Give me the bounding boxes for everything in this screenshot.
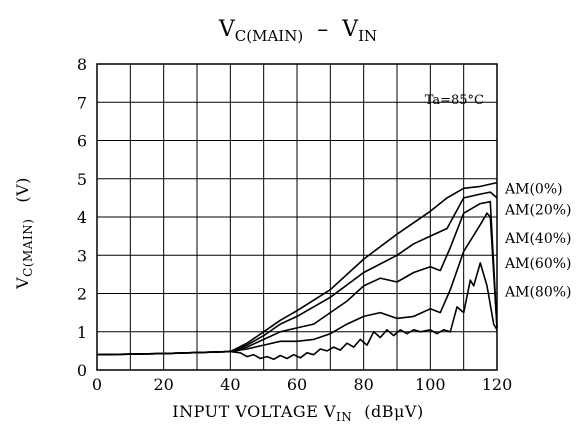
x-tick-label: 20 [153, 375, 173, 394]
y-tick-label: 0 [77, 361, 87, 380]
x-tick-label: 0 [92, 375, 102, 394]
y-axis-label-unit: (V) [13, 177, 32, 203]
x-axis-label: INPUT VOLTAGE VIN (dBμV) [172, 402, 423, 424]
series-line-4 [96, 262, 498, 361]
x-tick-labels: 0 20 40 60 80 100 120 [92, 375, 512, 394]
x-tick-label: 100 [415, 375, 446, 394]
x-axis-label-main: INPUT VOLTAGE V [172, 402, 336, 421]
series-lines [96, 181, 498, 361]
title-main-sub: C(MAIN) [235, 27, 303, 45]
title-second-sub: IN [358, 27, 377, 45]
grid [97, 64, 497, 370]
x-tick-label: 120 [482, 375, 513, 394]
x-axis-label-unit: (dBμV) [364, 402, 423, 421]
title-dash: – [317, 17, 328, 42]
series-line-3 [96, 212, 498, 356]
series-label-4: AM(80%) [504, 285, 572, 301]
y-tick-labels: 0 1 2 3 4 5 6 7 8 [77, 55, 87, 380]
x-tick-label: 80 [353, 375, 373, 394]
annotation-temperature: Ta=85°C [425, 93, 484, 108]
x-axis-label-sub: IN [336, 410, 352, 424]
title-main: V [218, 17, 236, 42]
y-tick-label: 6 [77, 132, 87, 151]
plot-frame [96, 63, 498, 371]
title-second: V [341, 17, 359, 42]
series-label-0: AM(0%) [504, 181, 563, 197]
y-axis-label-main: V [13, 277, 32, 290]
x-tick-label: 60 [287, 375, 307, 394]
y-axis-label: VC(MAIN) (V) [13, 177, 35, 290]
y-tick-label: 8 [77, 55, 87, 74]
chart-title: VC(MAIN) – VIN [218, 17, 377, 45]
series-labels: AM(0%) AM(20%) AM(40%) AM(60%) AM(80%) [504, 181, 572, 300]
y-tick-label: 2 [77, 285, 87, 304]
y-tick-label: 4 [77, 208, 87, 227]
series-label-1: AM(20%) [504, 202, 572, 218]
y-tick-label: 3 [77, 246, 87, 265]
series-line-2 [96, 200, 498, 356]
y-tick-label: 1 [77, 323, 87, 342]
series-label-3: AM(60%) [504, 256, 572, 272]
y-axis-label-sub: C(MAIN) [21, 219, 35, 277]
series-line-1 [96, 191, 498, 356]
series-label-2: AM(40%) [504, 231, 572, 247]
y-tick-label: 5 [77, 170, 87, 189]
y-tick-label: 7 [77, 93, 87, 112]
x-tick-label: 40 [220, 375, 240, 394]
